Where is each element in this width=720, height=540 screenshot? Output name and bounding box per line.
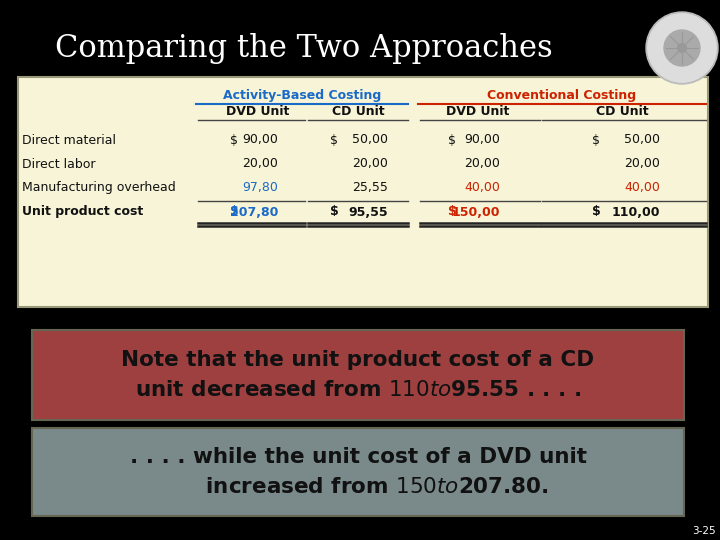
Circle shape [648, 14, 716, 82]
Text: 207,80: 207,80 [230, 206, 278, 219]
Text: Unit product cost: Unit product cost [22, 206, 143, 219]
Text: CD Unit: CD Unit [595, 105, 648, 118]
Text: 20,00: 20,00 [352, 158, 388, 171]
Text: 3-25: 3-25 [693, 526, 716, 536]
Text: $: $ [230, 133, 238, 146]
Text: 110,00: 110,00 [611, 206, 660, 219]
Text: Comparing the Two Approaches: Comparing the Two Approaches [55, 32, 553, 64]
Text: $: $ [448, 133, 456, 146]
Text: CD Unit: CD Unit [332, 105, 384, 118]
FancyBboxPatch shape [32, 330, 684, 420]
Text: Direct labor: Direct labor [22, 158, 96, 171]
Text: 40,00: 40,00 [624, 181, 660, 194]
Text: DVD Unit: DVD Unit [226, 105, 289, 118]
Text: DVD Unit: DVD Unit [446, 105, 510, 118]
Text: Conventional Costing: Conventional Costing [487, 89, 636, 102]
Circle shape [664, 30, 700, 66]
FancyBboxPatch shape [32, 428, 684, 516]
Text: Activity-Based Costing: Activity-Based Costing [223, 89, 381, 102]
Text: Note that the unit product cost of a CD
unit decreased from $110 to $95.55 . . .: Note that the unit product cost of a CD … [122, 350, 595, 400]
Text: $: $ [330, 133, 338, 146]
Text: 97,80: 97,80 [242, 181, 278, 194]
FancyBboxPatch shape [18, 77, 708, 307]
Text: 40,00: 40,00 [464, 181, 500, 194]
Text: Manufacturing overhead: Manufacturing overhead [22, 181, 176, 194]
Text: 20,00: 20,00 [464, 158, 500, 171]
Text: Direct material: Direct material [22, 133, 116, 146]
Text: 20,00: 20,00 [242, 158, 278, 171]
Text: $: $ [448, 206, 456, 219]
Circle shape [678, 44, 686, 52]
Text: 90,00: 90,00 [242, 133, 278, 146]
Text: $: $ [592, 133, 600, 146]
Text: 150,00: 150,00 [451, 206, 500, 219]
Text: $: $ [230, 206, 239, 219]
Text: 20,00: 20,00 [624, 158, 660, 171]
Text: 50,00: 50,00 [352, 133, 388, 146]
Text: 25,55: 25,55 [352, 181, 388, 194]
Text: 95,55: 95,55 [348, 206, 388, 219]
Text: . . . . while the unit cost of a DVD unit
     increased from $150 to $207.80.: . . . . while the unit cost of a DVD uni… [130, 447, 587, 497]
Text: 90,00: 90,00 [464, 133, 500, 146]
Circle shape [646, 12, 718, 84]
Text: 50,00: 50,00 [624, 133, 660, 146]
Text: $: $ [592, 206, 600, 219]
Text: $: $ [330, 206, 338, 219]
